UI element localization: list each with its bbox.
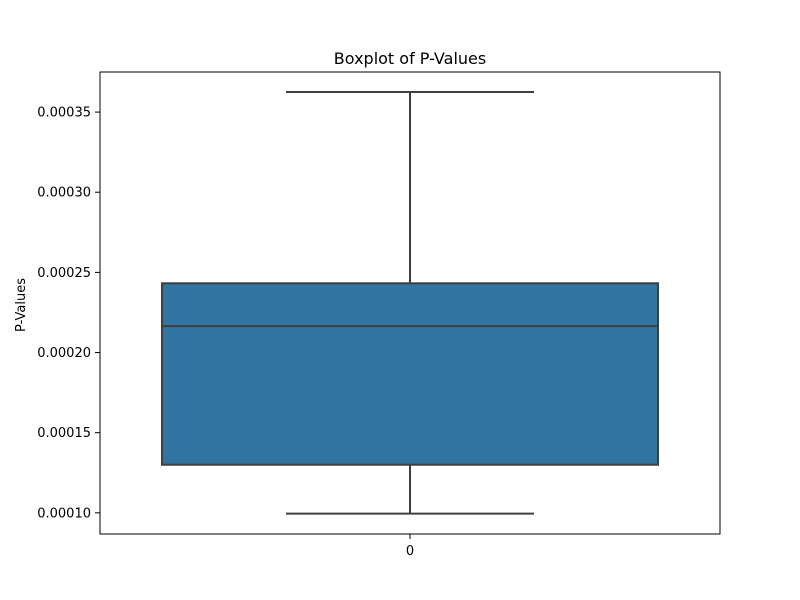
box-series (161, 91, 659, 515)
axes-frame (99, 71, 721, 535)
y-axis-label: P-Values (14, 278, 29, 332)
x-tick-label: 0 (406, 544, 414, 559)
x-axis-ticks: 0 (406, 534, 414, 559)
y-axis-ticks: 0.00010 0.00015 0.00020 0.00025 0.00030 0.000… (37, 106, 100, 521)
box-iqr (161, 282, 659, 466)
y-tick-label: 0.00015 (37, 426, 91, 441)
y-tick-label: 0.00010 (37, 506, 91, 521)
chart-title: Boxplot of P-Values (334, 49, 486, 68)
y-tick-label: 0.00030 (37, 186, 91, 201)
y-tick-label: 0.00025 (37, 266, 91, 281)
y-tick-label: 0.00020 (37, 346, 91, 361)
y-tick-label: 0.00035 (37, 106, 91, 121)
